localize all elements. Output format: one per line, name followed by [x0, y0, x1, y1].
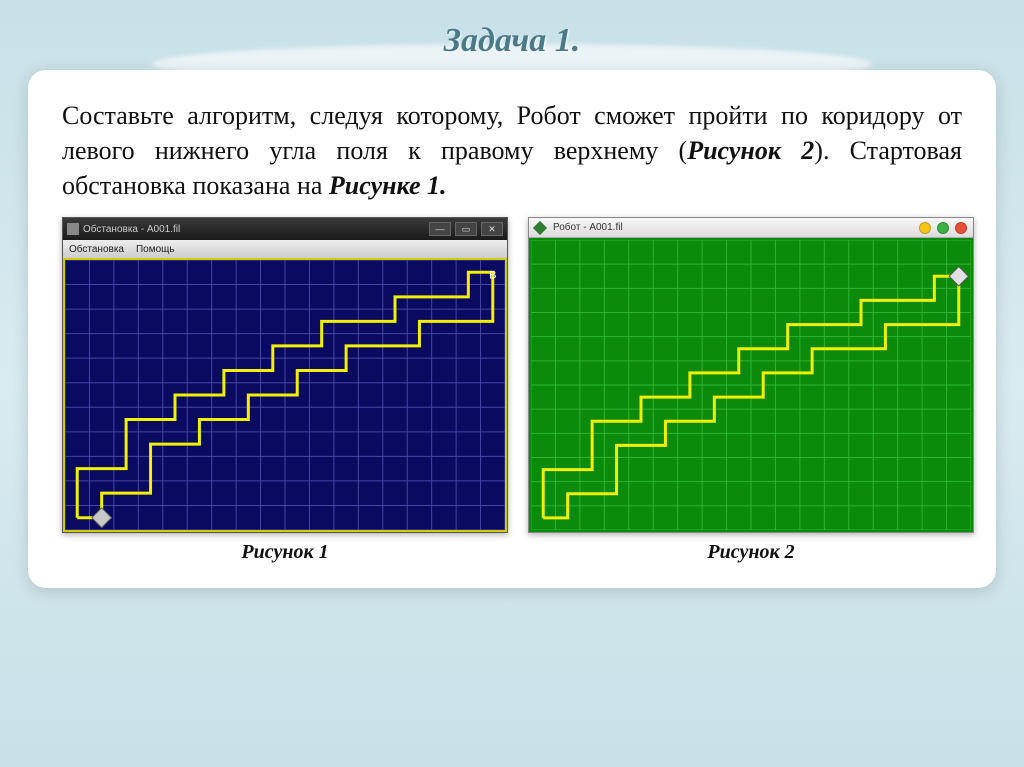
figure-1-col: Обстановка - A001.fil — ▭ ✕ Обстановка П… — [62, 217, 508, 564]
fig1-max-button[interactable]: ▭ — [455, 222, 477, 236]
fig2-zoom-button[interactable] — [937, 222, 949, 234]
fig2-close-button[interactable] — [955, 222, 967, 234]
figure-2-window: Робот - A001.fil — [528, 217, 974, 533]
fig1-svg: В — [65, 260, 505, 530]
fig1-app-icon — [67, 223, 79, 235]
fig1-caption: Рисунок 1 — [62, 541, 508, 564]
fig1-grid: В — [63, 258, 507, 532]
figure-1-window: Обстановка - A001.fil — ▭ ✕ Обстановка П… — [62, 217, 508, 533]
fig2-min-button[interactable] — [919, 222, 931, 234]
fig2-svg — [531, 240, 971, 530]
fig1-close-button[interactable]: ✕ — [481, 222, 503, 236]
page-title: Задача 1. — [0, 22, 1024, 60]
fig1-menu-item-0[interactable]: Обстановка — [69, 244, 124, 255]
title-bar: Задача 1. — [0, 0, 1024, 70]
fig2-titlebar: Робот - A001.fil — [529, 218, 973, 238]
fig2-window-title: Робот - A001.fil — [553, 222, 623, 233]
fig1-window-title: Обстановка - A001.fil — [83, 224, 180, 235]
task-text: Составьте алгоритм, следуя которому, Роб… — [62, 98, 962, 203]
content-card: Составьте алгоритм, следуя которому, Роб… — [28, 70, 996, 588]
fig1-menubar: Обстановка Помощь — [63, 240, 507, 258]
figures-row: Обстановка - A001.fil — ▭ ✕ Обстановка П… — [62, 217, 962, 564]
fig1-min-button[interactable]: — — [429, 222, 451, 236]
task-em2: Рисунке 1. — [329, 171, 447, 200]
fig2-caption: Рисунок 2 — [528, 541, 974, 564]
task-em1: Рисунок 2 — [687, 136, 814, 165]
svg-text:В: В — [489, 270, 496, 282]
fig1-menu-item-1[interactable]: Помощь — [136, 244, 175, 255]
fig2-app-icon — [533, 221, 547, 235]
figure-2-col: Робот - A001.fil Рисунок 2 — [528, 217, 974, 564]
fig2-grid — [529, 238, 973, 532]
fig1-titlebar: Обстановка - A001.fil — ▭ ✕ — [63, 218, 507, 240]
